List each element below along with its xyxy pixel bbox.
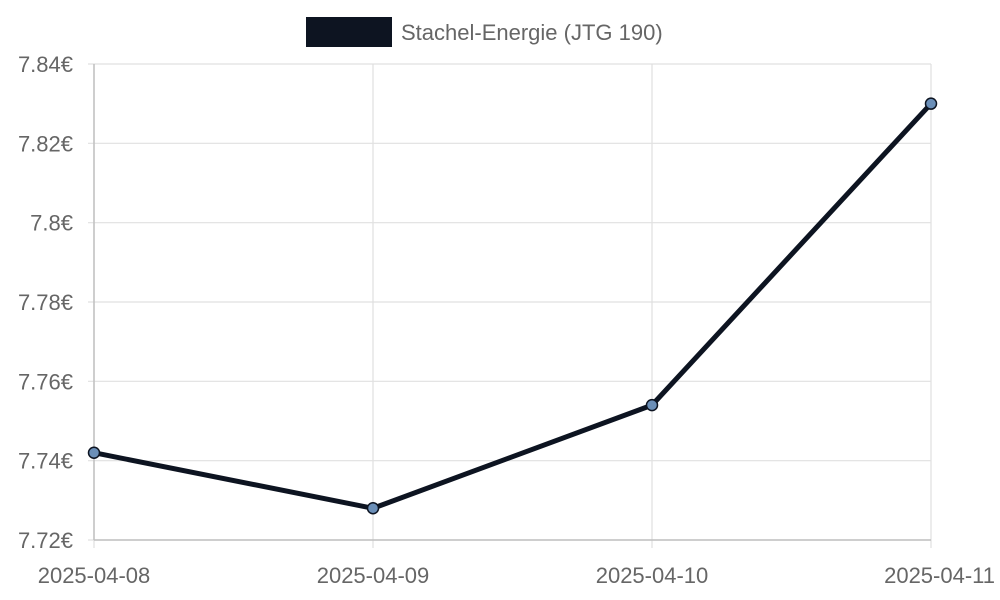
- y-axis-ticks: 7.84€ 7.82€ 7.8€ 7.78€ 7.76€ 7.74€ 7.72€: [18, 52, 73, 553]
- x-tick-label: 2025-04-10: [596, 563, 709, 588]
- y-tick-label: 7.72€: [18, 528, 73, 553]
- data-point[interactable]: [87, 446, 101, 459]
- x-axis-ticks: 2025-04-08 2025-04-09 2025-04-10 2025-04-11: [38, 563, 995, 588]
- y-tick-label: 7.84€: [18, 52, 73, 77]
- x-tick-label: 2025-04-08: [38, 563, 151, 588]
- y-tick-label: 7.76€: [18, 369, 73, 394]
- data-point[interactable]: [645, 398, 659, 412]
- data-point[interactable]: [366, 502, 380, 515]
- x-tick-label: 2025-04-09: [317, 563, 430, 588]
- y-tick-label: 7.74€: [18, 449, 73, 474]
- legend-swatch: [306, 17, 392, 47]
- y-tick-label: 7.78€: [18, 290, 73, 315]
- axes: [93, 64, 931, 541]
- data-point[interactable]: [924, 97, 938, 110]
- legend[interactable]: Stachel-Energie (JTG 190): [306, 17, 663, 47]
- y-tick-label: 7.8€: [30, 211, 73, 236]
- legend-label: Stachel-Energie (JTG 190): [401, 20, 663, 45]
- y-tick-label: 7.82€: [18, 131, 73, 156]
- series-line: [91, 101, 934, 511]
- series-group: [87, 97, 938, 515]
- x-tick-label: 2025-04-11: [884, 563, 995, 588]
